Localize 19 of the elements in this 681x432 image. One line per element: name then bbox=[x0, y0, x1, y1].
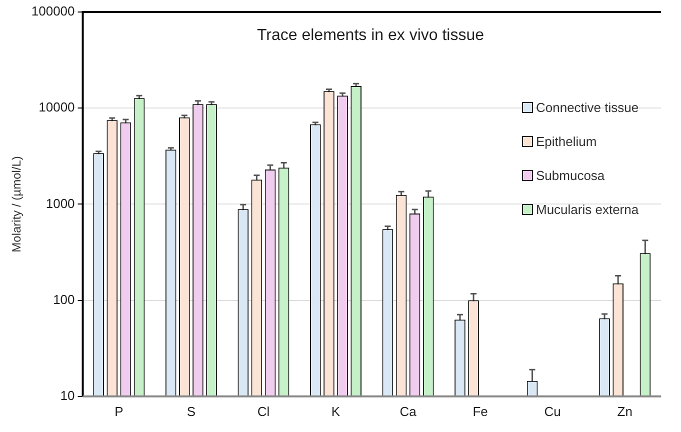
x-tick-label: K bbox=[331, 404, 340, 419]
x-tick-label: Cu bbox=[544, 404, 561, 419]
y-tick-label: 10000 bbox=[38, 100, 75, 115]
legend-label: Connective tissue bbox=[535, 98, 639, 116]
y-tick-label: 1000 bbox=[46, 196, 75, 211]
x-tick-label: Fe bbox=[472, 404, 488, 419]
x-tick-label: S bbox=[186, 404, 196, 419]
x-tick-label: Ca bbox=[400, 404, 418, 419]
legend-label: Epithelium bbox=[535, 132, 598, 151]
y-tick-label: 10 bbox=[60, 388, 75, 403]
y-tick-label: 100 bbox=[53, 292, 75, 307]
x-tick-label: P bbox=[114, 404, 124, 419]
legend-label: Submucosa bbox=[535, 166, 606, 184]
y-axis-title: Molarity / (µmol/L) bbox=[10, 156, 24, 252]
x-tick-label: Cl bbox=[257, 404, 270, 419]
x-tick-label: Zn bbox=[617, 404, 632, 419]
y-tick-label: 100000 bbox=[31, 4, 75, 19]
text: Trace elements in ex vivo tissue bbox=[256, 27, 486, 45]
legend-label: Mucularis externa bbox=[535, 200, 639, 218]
